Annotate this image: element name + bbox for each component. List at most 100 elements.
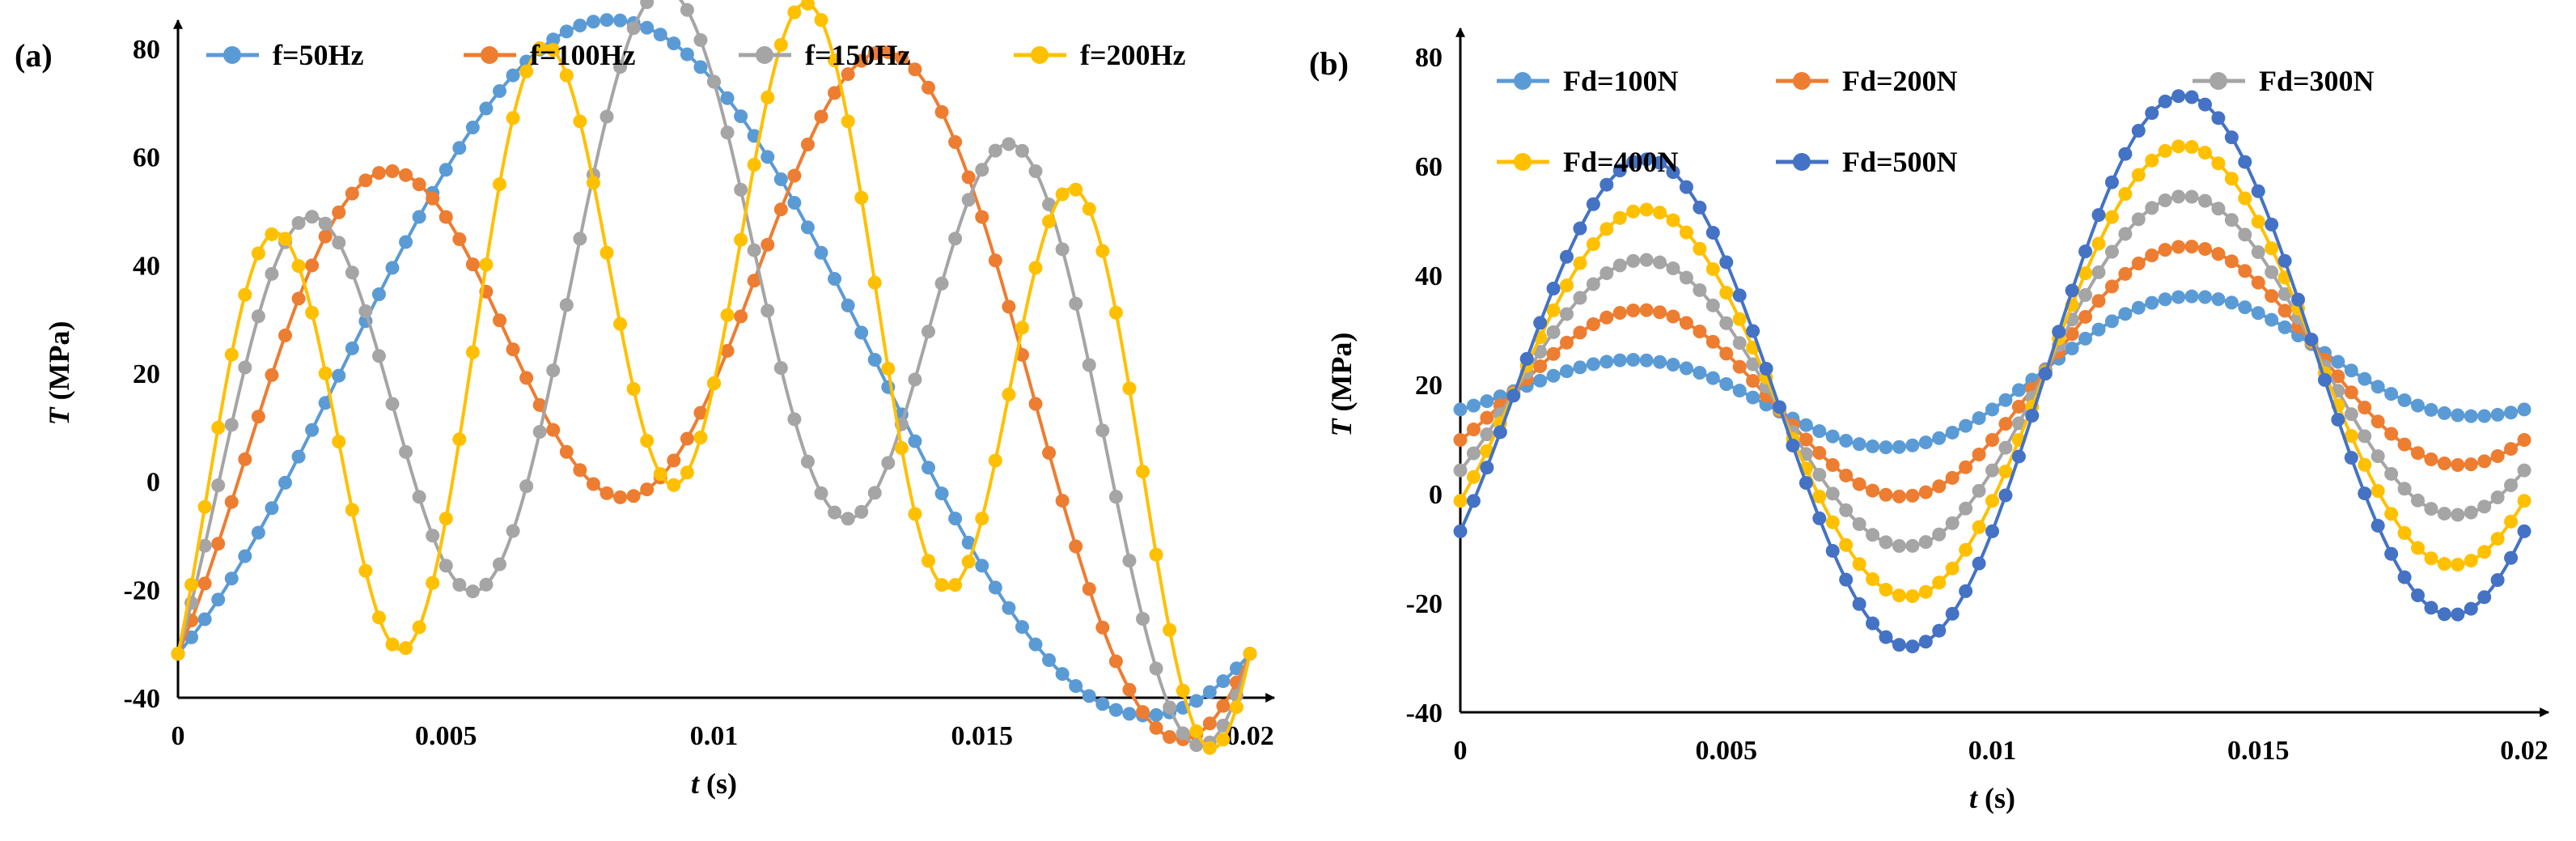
data-point	[2411, 541, 2425, 555]
data-point	[2277, 287, 2292, 301]
data-point	[2131, 212, 2146, 227]
data-point	[2371, 414, 2385, 429]
data-point	[345, 503, 359, 517]
data-point	[371, 610, 386, 625]
data-point	[867, 46, 882, 61]
data-point	[1149, 720, 1163, 735]
y-axis-unit: (MPa)	[1325, 333, 1358, 419]
data-point	[1466, 494, 1481, 508]
data-point	[506, 111, 520, 125]
data-point	[2118, 307, 2133, 321]
data-point	[2211, 247, 2226, 261]
data-point	[1189, 694, 1204, 708]
data-point	[707, 74, 721, 89]
data-point	[2397, 437, 2412, 452]
series-f=150Hz	[171, 0, 1257, 753]
data-point	[2344, 407, 2358, 422]
data-point	[1002, 387, 1016, 401]
data-point	[1799, 432, 1813, 447]
data-point	[1653, 305, 1667, 320]
data-point	[2171, 139, 2186, 154]
panel-label: (b)	[1309, 45, 1349, 82]
data-point	[828, 505, 842, 520]
data-point	[238, 549, 252, 563]
data-point	[881, 361, 896, 376]
data-point	[1149, 707, 1163, 722]
data-point	[1069, 182, 1083, 197]
data-point	[1453, 463, 1468, 478]
data-point	[506, 342, 520, 357]
legend-item: f=100Hz	[464, 39, 636, 71]
data-point	[2265, 312, 2279, 327]
data-point	[332, 368, 346, 383]
data-point	[1136, 705, 1150, 720]
data-point	[1653, 355, 1667, 369]
data-point	[2437, 557, 2451, 571]
x-tick-label: 0.01	[690, 721, 739, 751]
data-point	[2131, 123, 2146, 138]
data-point	[2451, 458, 2465, 473]
data-point	[613, 60, 628, 74]
data-point	[1626, 204, 1641, 219]
data-point	[975, 559, 989, 573]
data-point	[1122, 554, 1137, 568]
data-point	[1932, 527, 1947, 542]
data-point	[2238, 264, 2252, 278]
series-f=100Hz	[171, 45, 1257, 746]
data-point	[559, 444, 574, 459]
data-point	[1015, 620, 1029, 635]
data-point	[532, 425, 547, 439]
data-point	[2277, 304, 2292, 318]
data-point	[761, 304, 775, 318]
data-point	[828, 86, 842, 100]
data-point	[1918, 584, 1933, 599]
data-point	[2065, 327, 2079, 342]
data-point	[345, 265, 359, 280]
data-point	[2384, 507, 2399, 521]
data-point	[1028, 397, 1043, 411]
data-point	[680, 431, 694, 446]
data-point	[2052, 325, 2066, 339]
y-tick-label: -40	[124, 684, 160, 714]
data-point	[493, 313, 506, 328]
data-point	[2038, 367, 2053, 381]
data-point	[1122, 381, 1137, 396]
data-point	[2265, 265, 2279, 279]
data-point	[2171, 89, 2186, 104]
data-point	[2371, 449, 2385, 464]
data-point	[1693, 241, 1707, 256]
data-point	[2490, 491, 2505, 505]
data-point	[2464, 457, 2478, 472]
data-point	[1015, 143, 1029, 158]
data-point	[1905, 589, 1920, 604]
data-point	[1679, 316, 1693, 330]
data-point	[1453, 494, 1468, 508]
data-point	[2504, 478, 2519, 492]
data-point	[224, 347, 239, 362]
data-point	[452, 578, 467, 593]
data-point	[1825, 429, 1840, 444]
data-point	[1693, 324, 1707, 338]
data-point	[2477, 590, 2492, 605]
data-point	[800, 454, 815, 469]
data-point	[761, 150, 775, 164]
data-point	[720, 308, 735, 322]
data-point	[1002, 137, 1016, 151]
data-point	[1653, 206, 1667, 220]
data-point	[1693, 366, 1707, 380]
data-point	[452, 232, 467, 247]
data-point	[1653, 255, 1667, 270]
data-point	[2251, 214, 2265, 229]
data-point	[1905, 538, 1920, 553]
data-point	[1189, 724, 1204, 738]
data-point	[2517, 524, 2532, 538]
legend-label: Fd=400N	[1563, 146, 1679, 178]
data-point	[881, 45, 896, 60]
data-point	[2437, 507, 2451, 521]
data-point	[2184, 289, 2199, 304]
data-point	[2171, 240, 2186, 254]
data-point	[2424, 402, 2438, 417]
data-point	[506, 68, 520, 83]
data-point	[2118, 187, 2133, 202]
data-point	[532, 397, 547, 412]
